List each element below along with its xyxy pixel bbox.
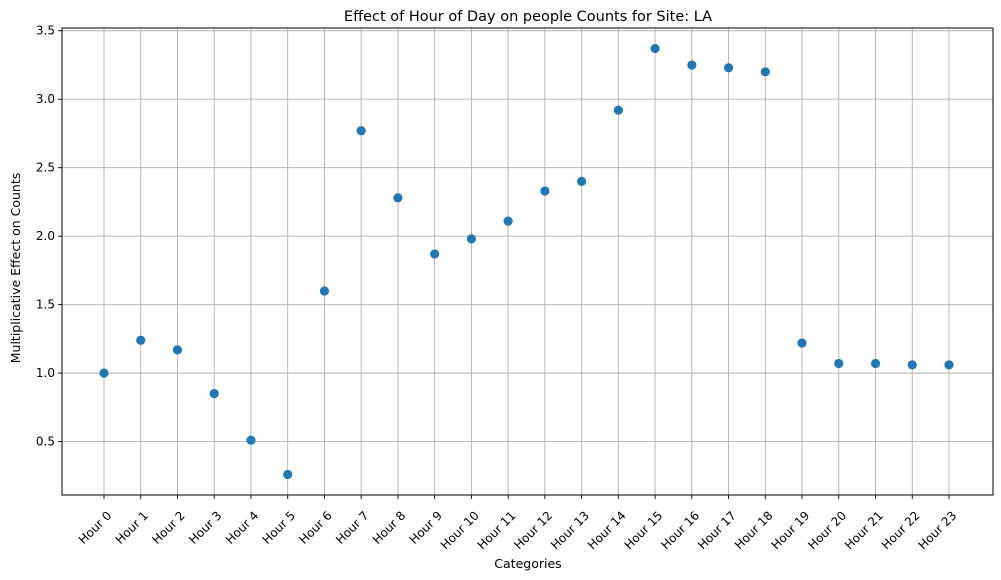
x-tick-label: Hour 3 [186,508,224,546]
data-point [797,338,807,348]
grid-layer [62,28,993,495]
x-tick-label: Hour 1 [113,508,151,546]
y-tick-label: 0.5 [36,435,55,449]
x-tick-label: Hour 4 [223,508,261,546]
x-axis-label: Categories [494,556,561,571]
x-tick-label: Hour 20 [805,508,849,552]
x-tick-label: Hour 7 [333,508,371,546]
x-tick-label: Hour 13 [548,508,592,552]
data-point [687,60,697,70]
x-tick-label: Hour 11 [475,508,519,552]
data-point [723,63,734,73]
data-point [540,186,550,196]
axes-layer [61,27,994,496]
x-tick-label: Hour 23 [916,508,960,552]
x-tick-label: Hour 8 [370,508,408,546]
data-point [870,358,881,369]
x-tick-label: Hour 5 [260,508,298,546]
data-point [356,126,366,136]
data-point [613,105,623,115]
x-tick-label: Hour 14 [585,508,629,552]
x-tick-label: Hour 16 [658,508,702,552]
y-tick-label: 2.0 [36,229,55,243]
y-tick-label: 1.0 [36,366,55,380]
chart-title: Effect of Hour of Day on people Counts f… [344,9,712,25]
x-tick-label: Hour 2 [149,508,187,546]
x-tick-label: Hour 15 [622,508,666,552]
y-tick-label: 1.5 [36,298,55,312]
points-layer [99,43,954,480]
y-axis-label: Multiplicative Effect on Counts [8,173,23,364]
x-tick-label: Hour 18 [732,508,776,552]
x-tick-label: Hour 21 [842,508,886,552]
x-tick-label: Hour 19 [769,508,813,552]
data-point [466,234,476,244]
x-tick-label: Hour 17 [695,508,739,552]
x-tick-label: Hour 12 [511,508,555,552]
data-point [503,216,513,226]
x-tick-label: Hour 6 [296,508,334,546]
y-tick-label: 3.5 [36,24,55,38]
x-tick-label: Hour 22 [879,508,923,552]
data-point [650,43,660,54]
data-point [760,67,770,77]
data-point [172,345,183,355]
x-tick-label: Hour 10 [438,508,482,552]
data-point [430,249,440,259]
y-tick-label: 3.0 [36,92,55,106]
data-point [944,360,954,370]
data-point [136,335,146,345]
data-point [834,358,844,369]
data-point [99,368,109,378]
data-point [393,193,403,203]
data-point [577,176,587,186]
data-point [209,389,219,399]
data-point [283,469,293,480]
plot-frame [61,27,994,496]
data-point [319,286,330,296]
data-point [246,435,256,445]
x-tick-label: Hour 0 [76,508,114,546]
y-tick-label: 2.5 [36,161,55,175]
data-point [907,360,917,370]
